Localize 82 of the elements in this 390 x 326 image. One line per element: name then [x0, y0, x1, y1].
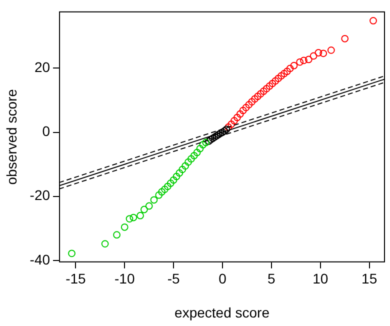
point — [68, 250, 76, 258]
point — [184, 158, 192, 166]
point — [209, 134, 216, 142]
point — [130, 214, 138, 222]
point — [286, 64, 294, 72]
point — [228, 120, 236, 128]
point — [274, 74, 282, 82]
point — [245, 100, 253, 108]
point — [164, 182, 172, 190]
point — [172, 172, 180, 180]
point — [233, 114, 241, 122]
x-tick-label: 0 — [218, 270, 227, 287]
point — [205, 138, 213, 145]
y-tick-label: 0 — [42, 123, 50, 140]
point — [126, 215, 134, 223]
point — [236, 110, 244, 118]
point — [113, 231, 120, 239]
x-tick-label: 10 — [312, 270, 328, 287]
point — [314, 49, 322, 56]
point — [310, 52, 318, 60]
point — [280, 70, 288, 78]
point — [207, 136, 214, 144]
point — [176, 169, 184, 177]
point — [182, 162, 190, 170]
point — [158, 188, 166, 196]
point — [155, 191, 163, 199]
y-axis-title: observed score — [3, 88, 20, 185]
point — [196, 144, 204, 152]
y-tick-label: -40 — [30, 251, 50, 268]
point — [272, 77, 280, 85]
y-tick-label: -20 — [30, 187, 50, 204]
point — [140, 206, 148, 214]
point — [224, 123, 232, 131]
point — [242, 104, 250, 112]
x-axis-title: expected score — [174, 304, 270, 320]
x-tick-label: 5 — [268, 270, 276, 287]
point — [341, 34, 349, 42]
point — [370, 16, 377, 24]
point — [290, 62, 298, 70]
point — [193, 148, 201, 156]
x-tick-label: -10 — [114, 270, 135, 287]
point — [199, 141, 207, 148]
point — [136, 212, 144, 220]
point — [161, 186, 168, 194]
point — [170, 176, 178, 184]
point — [300, 56, 308, 64]
point — [268, 80, 276, 88]
point — [187, 155, 195, 163]
point — [145, 202, 153, 210]
point — [304, 56, 312, 64]
point — [166, 180, 174, 187]
point — [327, 46, 335, 54]
point — [283, 68, 291, 76]
x-tick-label: 15 — [362, 270, 378, 287]
point — [254, 92, 262, 100]
point — [278, 72, 285, 80]
point — [248, 98, 256, 106]
point — [178, 166, 186, 174]
point — [262, 84, 270, 92]
point — [202, 138, 210, 146]
point — [214, 130, 222, 138]
point — [239, 106, 247, 114]
x-tick-label: -5 — [167, 270, 180, 287]
point — [251, 95, 259, 103]
point — [266, 82, 274, 90]
point — [260, 88, 268, 95]
point — [220, 127, 228, 135]
point — [210, 133, 218, 141]
point — [256, 90, 264, 98]
point — [120, 223, 128, 231]
point — [296, 58, 304, 66]
point — [222, 126, 230, 134]
point — [216, 130, 224, 137]
point — [320, 50, 328, 58]
y-tick-label: 20 — [34, 59, 50, 75]
point — [150, 196, 158, 204]
point — [212, 132, 220, 140]
point — [218, 128, 226, 136]
point — [190, 152, 198, 160]
point — [230, 117, 238, 124]
point — [101, 240, 109, 248]
x-tick-label: -15 — [66, 270, 86, 287]
